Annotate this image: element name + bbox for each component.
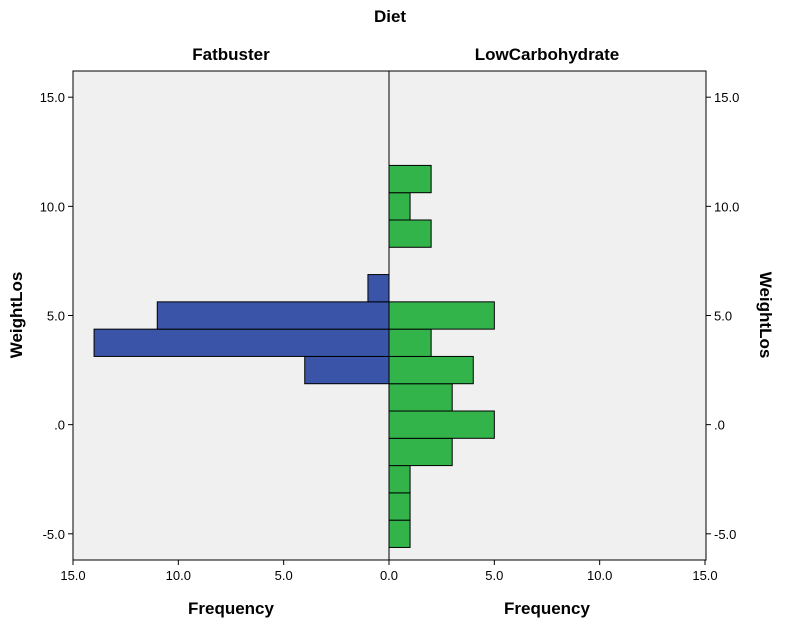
bar-right-10: [388, 192, 411, 221]
bar-right-5: [388, 383, 453, 412]
panel-title-left: Fatbuster: [192, 45, 270, 64]
bar-left-0: [304, 355, 390, 385]
y-tick-label-right-0: 15.0: [714, 90, 739, 105]
y-tick-label-right-4: -5.0: [714, 527, 736, 542]
x-tick-label-left-0: 15.0: [60, 568, 85, 583]
ticks-group: 15.0 15.0 10.0 10.0 5.0 5.0 .0 .0 -5.0 -5.0 15.0 10…: [40, 90, 740, 583]
x-tick-label-right-3: 15.0: [692, 568, 717, 583]
bar-right-9: [388, 219, 432, 248]
bar-right-6: [388, 355, 474, 385]
x-axis-label-left: Frequency: [188, 599, 275, 618]
y-tick-label-left-1: 10.0: [40, 199, 65, 214]
x-tick-label-left-1: 10.0: [166, 568, 191, 583]
y-tick-label-left-2: 5.0: [47, 309, 65, 324]
bar-right-1: [388, 492, 411, 521]
y-tick-label-right-2: 5.0: [714, 309, 732, 324]
x-tick-label-left-2: 5.0: [275, 568, 293, 583]
bar-left-2: [156, 301, 390, 330]
bar-right-8: [388, 301, 495, 330]
x-tick-label-right-2: 10.0: [587, 568, 612, 583]
panel-title-right: LowCarbohydrate: [475, 45, 620, 64]
bar-right-0: [388, 519, 411, 548]
bar-right-7: [388, 328, 432, 357]
y-axis-label-left: WeightLos: [7, 272, 26, 359]
x-axis-label-right: Frequency: [504, 599, 591, 618]
y-tick-label-left-0: 15.0: [40, 90, 65, 105]
x-tick-label-right-1: 5.0: [485, 568, 503, 583]
y-tick-label-left-3: .0: [54, 418, 65, 433]
bars-group: [93, 164, 495, 548]
y-tick-label-right-1: 10.0: [714, 199, 739, 214]
bar-right-11: [388, 164, 432, 194]
x-tick-label-left-3: 0.0: [380, 568, 398, 583]
bar-right-3: [388, 437, 453, 467]
bar-right-2: [388, 465, 411, 494]
y-tick-label-right-3: .0: [714, 418, 725, 433]
bar-right-4: [388, 410, 495, 439]
bar-left-3: [367, 274, 390, 303]
chart-title: Diet: [374, 7, 406, 26]
bar-left-1: [93, 328, 390, 357]
y-tick-label-left-4: -5.0: [43, 527, 65, 542]
y-axis-label-right: WeightLos: [756, 272, 775, 359]
